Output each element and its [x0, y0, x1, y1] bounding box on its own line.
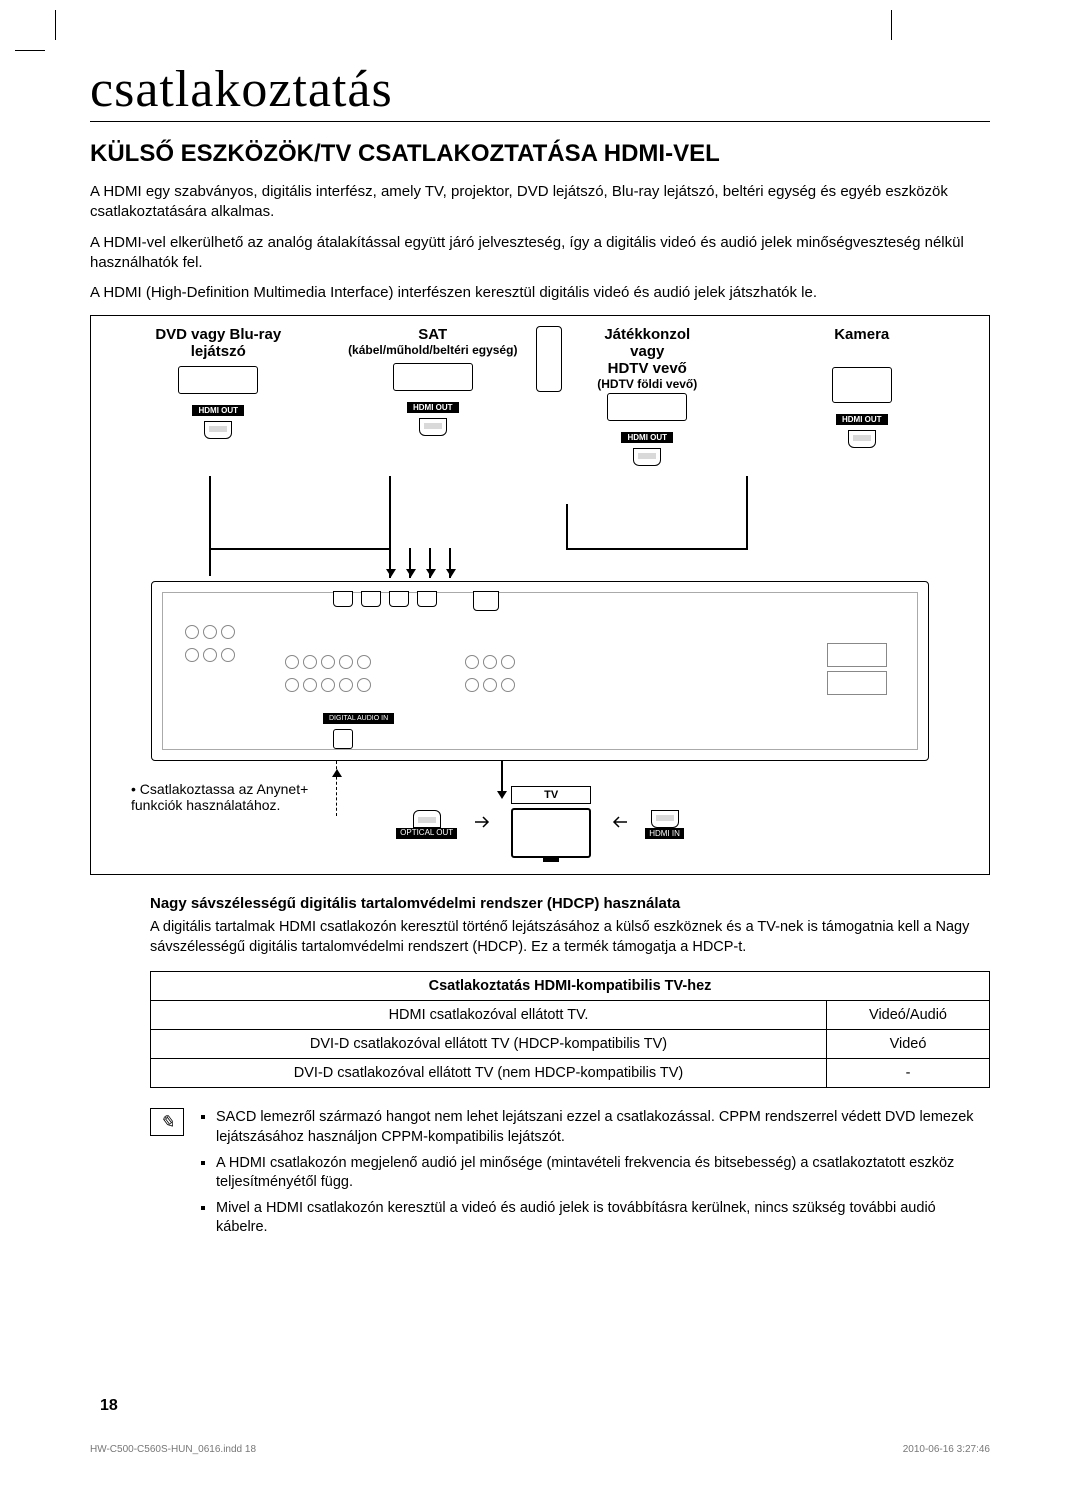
page-title: csatlakoztatás	[90, 60, 990, 122]
table-row: DVI-D csatlakozóval ellátott TV (nem HDC…	[151, 1059, 990, 1088]
hdmi-out-label: HDMI OUT	[836, 414, 888, 425]
tv-label: TV	[511, 786, 591, 804]
page-number: 18	[100, 1397, 118, 1415]
hdcp-para: A digitális tartalmak HDMI csatlakozón k…	[150, 918, 990, 957]
console-icon	[536, 326, 562, 392]
note-icon: ✎	[150, 1108, 184, 1136]
footer-filename: HW-C500-C560S-HUN_0616.indd 18	[90, 1444, 256, 1455]
connection-diagram: DVD vagy Blu-ray lejátszó HDMI OUT SAT (…	[90, 315, 990, 875]
device-dvd: DVD vagy Blu-ray lejátszó HDMI OUT	[133, 326, 303, 466]
footer-timestamp: 2010-06-16 3:27:46	[903, 1444, 990, 1455]
hdmi-plug-icon	[633, 448, 661, 466]
device-game-sub1: vagy	[562, 343, 732, 360]
optical-out-label: OPTICAL OUT	[396, 828, 457, 839]
note-item: SACD lemezről származó hangot nem lehet …	[216, 1108, 990, 1147]
device-game-sub3: (HDTV földi vevő)	[562, 377, 732, 391]
hdmi-plug-icon	[651, 810, 679, 828]
device-sat-sub: (kábel/műhold/beltéri egység)	[348, 343, 518, 357]
device-sat-title: SAT	[348, 326, 518, 343]
table-row: DVI-D csatlakozóval ellátott TV (HDCP-ko…	[151, 1030, 990, 1059]
table-row: HDMI csatlakozóval ellátott TV. Videó/Au…	[151, 1001, 990, 1030]
hdmi-out-label: HDMI OUT	[407, 402, 459, 413]
tv-icon	[511, 808, 591, 858]
table-header: Csatlakoztatás HDMI-kompatibilis TV-hez	[151, 972, 990, 1001]
sat-icon	[393, 363, 473, 391]
note-item: A HDMI csatlakozón megjelenő audió jel m…	[216, 1154, 990, 1193]
dvd-icon	[178, 366, 258, 394]
note-item: Mivel a HDMI csatlakozón keresztül a vid…	[216, 1199, 990, 1238]
device-dvd-sub: lejátszó	[133, 343, 303, 360]
device-game: Játékkonzol vagy HDTV vevő (HDTV földi v…	[562, 326, 732, 466]
hdcp-heading: Nagy sávszélességű digitális tartalomvéd…	[150, 895, 990, 912]
arrow-right-icon	[475, 815, 493, 829]
intro-para-3: A HDMI (High-Definition Multimedia Inter…	[90, 283, 990, 303]
device-cam-title: Kamera	[777, 326, 947, 343]
notes-block: ✎ SACD lemezről származó hangot nem lehe…	[150, 1108, 990, 1243]
hdmi-plug-icon	[419, 418, 447, 436]
camera-icon	[832, 367, 892, 403]
device-dvd-title: DVD vagy Blu-ray	[133, 326, 303, 343]
optical-plug-icon	[413, 810, 441, 828]
hdmi-plug-icon	[848, 430, 876, 448]
arrow-left-icon	[609, 815, 627, 829]
hdtv-box-icon	[607, 393, 687, 421]
hdmi-plug-icon	[204, 421, 232, 439]
intro-para-1: A HDMI egy szabványos, digitális interfé…	[90, 182, 990, 223]
receiver-back-panel: DIGITAL AUDIO IN	[151, 581, 929, 761]
device-game-sub2: HDTV vevő	[562, 360, 732, 377]
device-camera: Kamera HDMI OUT	[777, 326, 947, 466]
compat-table: Csatlakoztatás HDMI-kompatibilis TV-hez …	[150, 971, 990, 1088]
device-game-title: Játékkonzol	[562, 326, 732, 343]
hdmi-out-label: HDMI OUT	[192, 405, 244, 416]
section-heading: KÜLSŐ ESZKÖZÖK/TV CSATLAKOZTATÁSA HDMI-V…	[90, 140, 990, 168]
device-sat: SAT (kábel/műhold/beltéri egység) HDMI O…	[348, 326, 518, 466]
hdmi-out-label: HDMI OUT	[621, 432, 673, 443]
intro-para-2: A HDMI-vel elkerülhető az analóg átalakí…	[90, 233, 990, 274]
hdmi-in-label: HDMI IN	[645, 828, 684, 839]
